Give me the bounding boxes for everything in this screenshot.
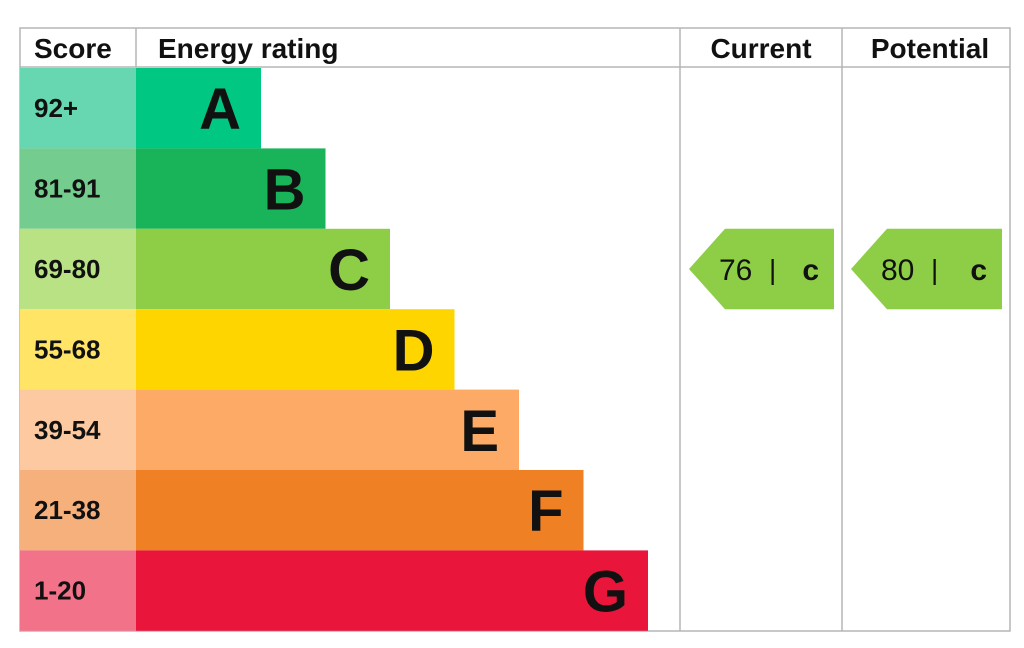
current-arrow	[689, 228, 834, 310]
potential-arrow	[851, 228, 1002, 310]
score-range-d: 55-68	[34, 334, 101, 364]
score-cell-e	[20, 389, 136, 470]
rating-arrows: 76 | c 80 | c	[689, 228, 1002, 310]
current-value: 76	[719, 254, 752, 287]
band-bar-g	[136, 550, 648, 631]
score-range-f: 21-38	[34, 495, 101, 525]
score-cell-g	[20, 550, 136, 631]
score-range-e: 39-54	[34, 415, 101, 445]
rating-bands: 92+ A 81-91 B 69-80 C 55-68 D 39-54 E 21-38 F 1-20 G	[20, 68, 648, 631]
score-cell-a	[20, 68, 136, 149]
score-cell-d	[20, 309, 136, 390]
header-score: Score	[34, 33, 112, 64]
current-separator: |	[769, 254, 776, 285]
band-letter-c: C	[328, 238, 370, 303]
header-energy-rating: Energy rating	[158, 33, 338, 64]
header-current: Current	[710, 33, 811, 64]
band-bar-f	[136, 470, 584, 551]
band-letter-a: A	[199, 77, 241, 142]
score-range-g: 1-20	[34, 576, 86, 606]
band-letter-f: F	[528, 479, 563, 544]
header-potential: Potential	[871, 33, 989, 64]
band-bar-d	[136, 309, 455, 390]
score-range-b: 81-91	[34, 174, 101, 204]
band-bar-b	[136, 148, 326, 229]
score-range-a: 92+	[34, 93, 78, 123]
score-cell-b	[20, 148, 136, 229]
band-bar-a	[136, 68, 261, 149]
band-letter-g: G	[583, 560, 628, 625]
current-rating: c	[802, 254, 819, 287]
potential-value: 80	[881, 254, 914, 287]
potential-rating: c	[970, 254, 987, 287]
score-cell-f	[20, 470, 136, 551]
band-bar-e	[136, 389, 519, 470]
potential-separator: |	[931, 254, 938, 285]
band-bar-c	[136, 228, 390, 310]
score-cell-c	[20, 228, 136, 310]
band-letter-d: D	[393, 318, 435, 383]
band-letter-e: E	[460, 399, 499, 464]
band-letter-b: B	[264, 158, 306, 223]
score-range-c: 69-80	[34, 254, 101, 284]
